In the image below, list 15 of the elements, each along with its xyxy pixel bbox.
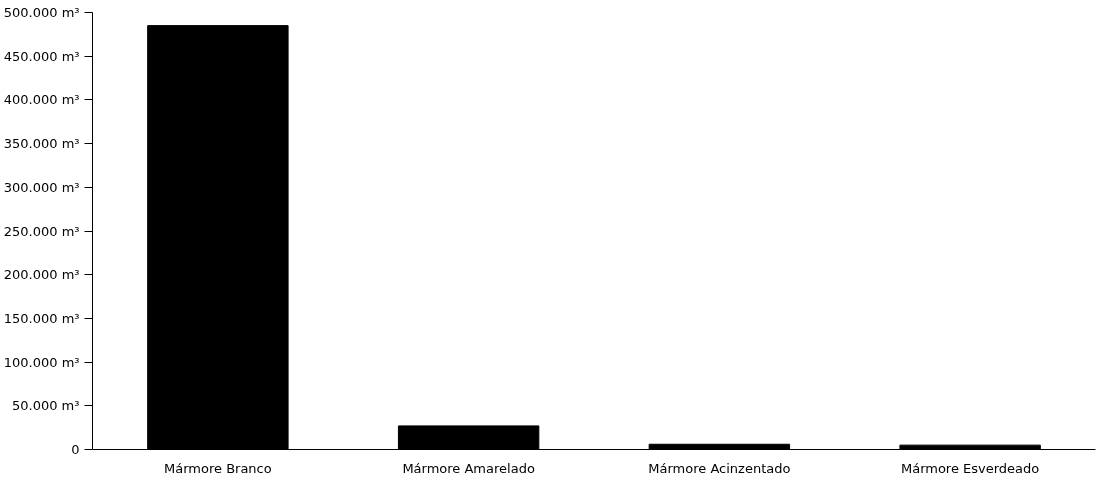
- x-tick-label: Mármore Branco: [164, 460, 272, 476]
- y-tick-label: 50.000 m³: [12, 398, 80, 414]
- y-tick-label: 250.000 m³: [3, 223, 80, 239]
- y-tick-label: 150.000 m³: [3, 310, 80, 326]
- x-tick-label: Mármore Esverdeado: [900, 460, 1040, 476]
- y-tick-label: 350.000 m³: [3, 136, 80, 152]
- y-tick-label: 500.000 m³: [3, 5, 80, 20]
- y-tick-label: 450.000 m³: [3, 48, 80, 64]
- y-tick-label: 200.000 m³: [3, 267, 80, 283]
- x-tick-label: Mármore Amarelado: [402, 460, 535, 476]
- x-tick-label: Mármore Acinzentado: [648, 460, 791, 476]
- y-tick-label: 400.000 m³: [3, 92, 80, 108]
- y-tick-label: 300.000 m³: [3, 179, 80, 195]
- y-tick-label: 0: [71, 442, 80, 457]
- y-tick-label: 100.000 m³: [3, 354, 80, 370]
